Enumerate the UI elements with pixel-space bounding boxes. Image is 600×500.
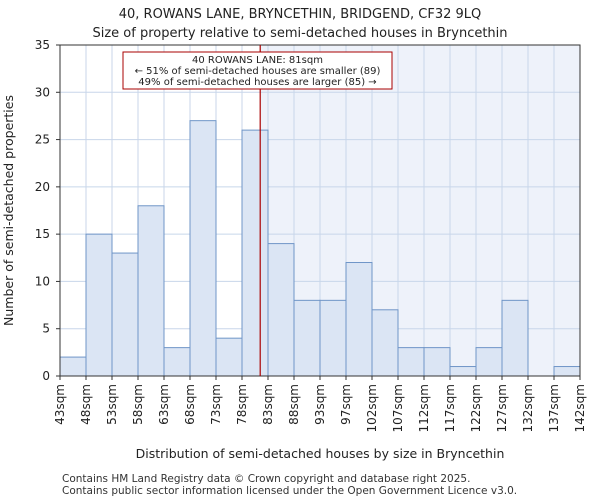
footer-line-1: Contains HM Land Registry data © Crown c… — [62, 473, 471, 485]
y-tick-label: 20 — [35, 180, 50, 194]
x-tick-label: 78sqm — [235, 384, 249, 425]
footer-line-2: Contains public sector information licen… — [62, 485, 518, 497]
bar-137sqm — [553, 366, 581, 377]
x-tick-label: 142sqm — [573, 384, 587, 432]
annotation-line-3: 49% of semi-detached houses are larger (… — [138, 77, 376, 88]
bar-117sqm — [449, 366, 477, 377]
x-axis-label: Distribution of semi-detached houses by … — [136, 446, 505, 461]
y-tick-label: 0 — [42, 369, 50, 383]
x-tick-label: 53sqm — [105, 384, 119, 425]
x-tick-label: 83sqm — [261, 384, 275, 425]
bar-53sqm — [111, 252, 139, 377]
bars-group — [59, 120, 581, 377]
bar-68sqm — [189, 120, 217, 377]
x-tick-label: 68sqm — [183, 384, 197, 425]
x-tick-label: 122sqm — [469, 384, 483, 432]
y-tick-label: 15 — [35, 227, 50, 241]
bar-88sqm — [293, 299, 321, 377]
bar-93sqm — [319, 299, 347, 377]
x-tick-label: 132sqm — [521, 384, 535, 432]
y-axis-label: Number of semi-detached properties — [1, 95, 16, 326]
x-tick-label: 107sqm — [391, 384, 405, 432]
bar-122sqm — [475, 347, 503, 377]
bar-107sqm — [397, 347, 425, 377]
annotation-line-1: 40 ROWANS LANE: 81sqm — [192, 55, 323, 66]
x-tick-label: 117sqm — [443, 384, 457, 432]
chart-title: 40, ROWANS LANE, BRYNCETHIN, BRIDGEND, C… — [118, 7, 482, 22]
bar-48sqm — [85, 233, 113, 377]
bar-78sqm — [241, 129, 269, 377]
x-tick-labels: 43sqm 48sqm 53sqm 58sqm 63sqm 68sqm 73sqm 78sqm… — [53, 384, 587, 432]
x-tick-label: 48sqm — [79, 384, 93, 425]
annotation-box: 40 ROWANS LANE: 81sqm ← 51% of semi-deta… — [122, 51, 393, 90]
x-tick-label: 58sqm — [131, 384, 145, 425]
y-tick-label: 35 — [35, 38, 50, 52]
y-tick-labels: 0 5 10 15 20 25 30 35 — [35, 38, 50, 383]
x-tick-label: 97sqm — [339, 384, 353, 425]
x-tick-label: 102sqm — [365, 384, 379, 432]
x-tick-label: 127sqm — [495, 384, 509, 432]
bar-112sqm — [423, 347, 451, 377]
y-tick-label: 5 — [42, 322, 50, 336]
y-tick-label: 10 — [35, 274, 50, 288]
x-tick-label: 93sqm — [313, 384, 327, 425]
axes-group — [56, 44, 581, 380]
y-tick-label: 25 — [35, 133, 50, 147]
bar-102sqm — [371, 309, 399, 377]
bar-63sqm — [163, 347, 191, 377]
x-tick-label: 73sqm — [209, 384, 223, 425]
bar-73sqm — [215, 337, 243, 377]
bar-58sqm — [137, 205, 165, 377]
x-tick-label: 112sqm — [417, 384, 431, 432]
bar-43sqm — [59, 356, 87, 377]
annotation-frame — [122, 51, 393, 90]
y-tick-label: 30 — [35, 85, 50, 99]
bar-97sqm — [345, 262, 373, 377]
bar-83sqm — [267, 243, 295, 377]
annotation-line-2: ← 51% of semi-detached houses are smalle… — [135, 66, 381, 77]
x-tick-label: 63sqm — [157, 384, 171, 425]
bar-127sqm — [501, 299, 529, 377]
x-tick-label: 43sqm — [53, 384, 67, 425]
chart-subtitle: Size of property relative to semi-detach… — [92, 26, 508, 41]
x-tick-label: 88sqm — [287, 384, 301, 425]
x-tick-label: 137sqm — [547, 384, 561, 432]
